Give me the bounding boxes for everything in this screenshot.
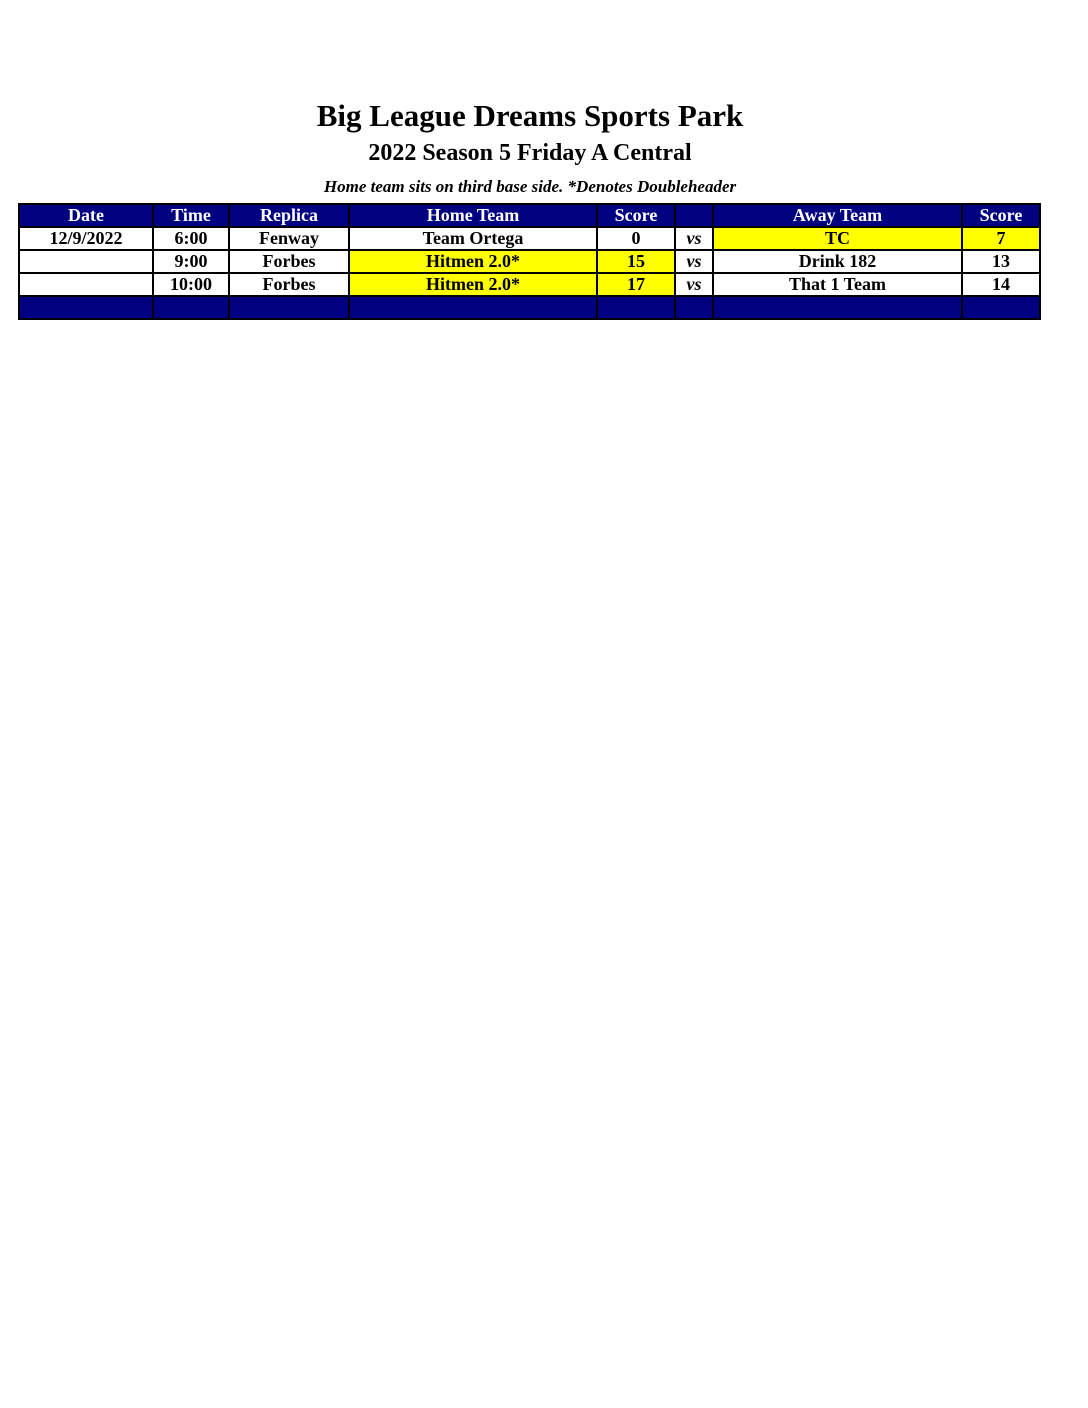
replica-cell: Forbes [228,272,350,297]
header-home-score: Score [596,203,676,228]
header-replica: Replica [228,203,350,228]
away-team-cell: That 1 Team [712,272,963,297]
header-vs [674,203,714,228]
header-away-score: Score [961,203,1041,228]
table-footer-row [18,295,1041,320]
table-row: 10:00 Forbes Hitmen 2.0* 17 vs That 1 Team 14 [18,272,1041,297]
date-cell [18,272,154,297]
vs-cell: vs [674,249,714,274]
table-header-row: Date Time Replica Home Team Score Away T… [18,203,1041,228]
table-row: 9:00 Forbes Hitmen 2.0* 15 vs Drink 182 13 [18,249,1041,274]
home-score-cell: 0 [596,226,676,251]
header-away-team: Away Team [712,203,963,228]
home-team-cell: Team Ortega [348,226,598,251]
replica-cell: Forbes [228,249,350,274]
table-row: 12/9/2022 6:00 Fenway Team Ortega 0 vs TC 7 [18,226,1041,251]
away-score-cell: 13 [961,249,1041,274]
schedule-table: Date Time Replica Home Team Score Away T… [18,203,1041,320]
replica-cell: Fenway [228,226,350,251]
home-team-cell: Hitmen 2.0* [348,272,598,297]
page-note: Home team sits on third base side. *Deno… [323,177,737,196]
away-team-cell: Drink 182 [712,249,963,274]
away-team-cell: TC [712,226,963,251]
header-time: Time [152,203,230,228]
page-title: Big League Dreams Sports Park [316,98,744,133]
header-home-team: Home Team [348,203,598,228]
date-cell: 12/9/2022 [18,226,154,251]
away-score-cell: 14 [961,272,1041,297]
time-cell: 10:00 [152,272,230,297]
vs-cell: vs [674,226,714,251]
home-team-cell: Hitmen 2.0* [348,249,598,274]
page-subtitle: 2022 Season 5 Friday A Central [368,140,692,166]
time-cell: 6:00 [152,226,230,251]
away-score-cell: 7 [961,226,1041,251]
time-cell: 9:00 [152,249,230,274]
vs-cell: vs [674,272,714,297]
header-date: Date [18,203,154,228]
home-score-cell: 17 [596,272,676,297]
home-score-cell: 15 [596,249,676,274]
date-cell [18,249,154,274]
